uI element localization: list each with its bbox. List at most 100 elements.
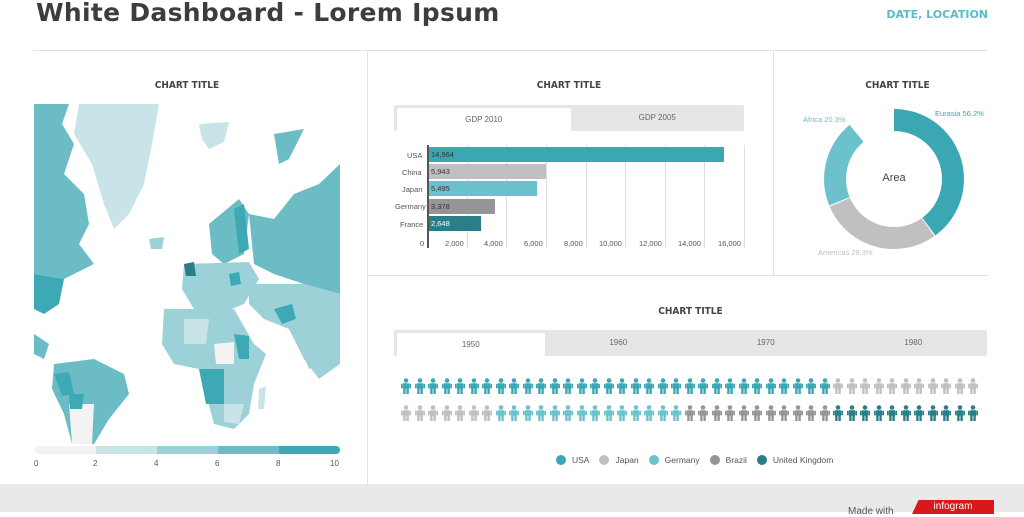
person-icon [549, 405, 560, 421]
person-icon [414, 405, 425, 421]
person-icon [927, 405, 938, 421]
person-icon [576, 378, 587, 394]
person-icon [698, 378, 708, 394]
person-icon [657, 405, 668, 421]
donut-chart[interactable] [823, 108, 965, 250]
person-icon [765, 405, 776, 421]
legend-dot [756, 455, 767, 465]
person-icon [806, 378, 816, 394]
infogram-logo[interactable]: infogram [912, 500, 994, 514]
tab-gdp-2010[interactable]: GDP 2010 [397, 108, 571, 131]
person-icon [684, 405, 695, 421]
bar-chart-tabs: GDP 2010 GDP 2005 [394, 105, 744, 131]
person-icon [873, 405, 884, 421]
donut-label-africa: Africa 20.3% [803, 115, 846, 124]
person-icon [819, 405, 830, 421]
person-icon [846, 378, 857, 394]
person-icon [549, 378, 560, 394]
person-icon [617, 405, 627, 421]
bar-france[interactable]: 2,648 [429, 216, 481, 231]
person-icon [509, 405, 519, 421]
x-tick: 12,000 [639, 239, 662, 248]
legend-united-kingdom[interactable]: United Kingdom [772, 455, 834, 465]
pictograph-row [401, 378, 982, 394]
tab-1980[interactable]: 1980 [904, 338, 923, 347]
tab-1970[interactable]: 1970 [756, 338, 775, 347]
tab-gdp-2005[interactable]: GDP 2005 [638, 113, 676, 122]
person-icon [860, 405, 870, 421]
bar-china[interactable]: 5,943 [429, 164, 546, 179]
person-icon [684, 378, 695, 394]
person-icon [698, 405, 708, 421]
person-icon [671, 405, 681, 421]
person-icon [792, 378, 803, 394]
person-icon [536, 378, 546, 394]
divider [33, 50, 987, 51]
person-icon [711, 378, 722, 394]
divider [773, 51, 774, 275]
person-icon [954, 405, 965, 421]
x-tick: 16,000 [718, 239, 741, 248]
person-icon [482, 405, 492, 421]
pictograph-title: CHART TITLE [658, 306, 723, 317]
scale-label: 0 [34, 459, 39, 468]
bar-japan[interactable]: 5,495 [429, 181, 537, 196]
x-tick: 0 [420, 239, 425, 248]
person-icon [455, 378, 465, 394]
person-icon [738, 405, 749, 421]
tab-1960[interactable]: 1960 [609, 338, 628, 347]
person-icon [441, 378, 452, 394]
legend-brazil[interactable]: Brazil [725, 455, 747, 465]
scale-label: 2 [93, 459, 98, 468]
pictograph-legend: USA Japan Germany Brazil United Kingdom [556, 455, 833, 465]
page-title: White Dashboard - Lorem Ipsum [36, 0, 500, 27]
person-icon [846, 405, 857, 421]
person-icon [900, 405, 911, 421]
person-icon [927, 378, 938, 394]
x-tick: 6,000 [524, 239, 543, 248]
person-icon [833, 378, 843, 394]
bar-usa[interactable]: 14,964 [429, 147, 724, 162]
donut-label-eurasia: Eurasia 56.2% [935, 109, 984, 118]
person-icon [401, 378, 411, 394]
divider [368, 275, 988, 276]
tab-1950[interactable]: 1950 [397, 333, 545, 356]
legend-dot [648, 455, 659, 465]
world-map[interactable] [34, 104, 340, 444]
person-icon [630, 378, 641, 394]
person-icon [738, 378, 749, 394]
person-icon [441, 405, 452, 421]
legend-usa[interactable]: USA [572, 455, 590, 465]
person-icon [563, 378, 573, 394]
x-tick: 14,000 [678, 239, 701, 248]
person-icon [941, 405, 951, 421]
donut-center-label: Area [882, 172, 906, 184]
legend-dot [709, 455, 720, 465]
category-label: China [402, 168, 422, 177]
legend-japan[interactable]: Japan [615, 455, 639, 465]
legend-germany[interactable]: Germany [664, 455, 700, 465]
map-color-scale [35, 446, 340, 454]
person-icon [617, 378, 627, 394]
person-icon [819, 378, 830, 394]
person-icon [752, 378, 762, 394]
person-icon [644, 405, 654, 421]
bar-germany[interactable]: 3,378 [429, 199, 495, 214]
person-icon [522, 405, 533, 421]
person-icon [576, 405, 587, 421]
person-icon [860, 378, 870, 394]
person-icon [711, 405, 722, 421]
person-icon [887, 405, 897, 421]
person-icon [414, 378, 425, 394]
divider [367, 51, 368, 484]
person-icon [725, 405, 735, 421]
person-icon [428, 405, 438, 421]
category-label: Germany [395, 202, 426, 211]
person-icon [792, 405, 803, 421]
person-icon [509, 378, 519, 394]
person-icon [671, 378, 681, 394]
person-icon [765, 378, 776, 394]
person-icon [968, 378, 978, 394]
person-icon [603, 378, 614, 394]
person-icon [563, 405, 573, 421]
